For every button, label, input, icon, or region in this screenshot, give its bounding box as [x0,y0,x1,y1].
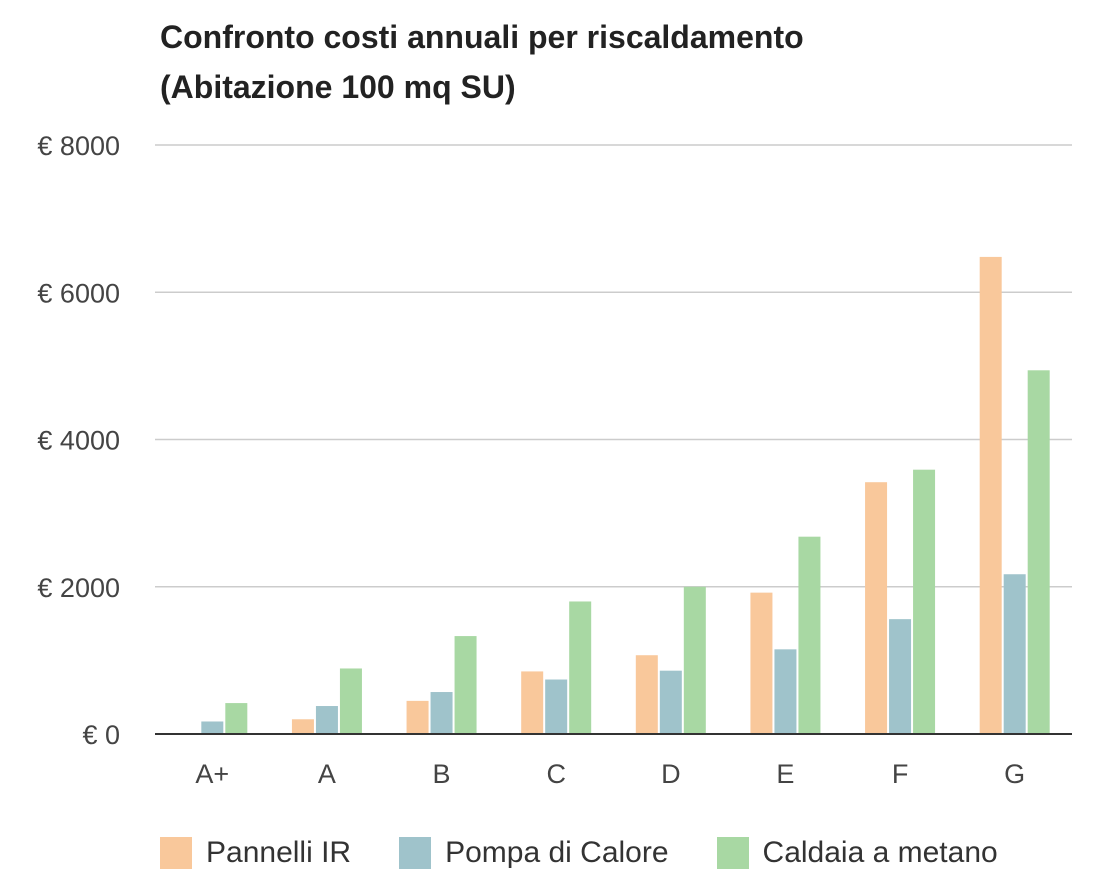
x-tick-label: C [546,759,566,789]
x-tick-label: A [318,759,336,789]
bar-B-caldaia-a-metano [454,636,477,734]
bar-D-pannelli-ir [635,655,658,734]
chart-title-line-1: Confronto costi annuali per riscaldament… [160,19,804,55]
chart-title-line-2: (Abitazione 100 mq SU) [160,69,516,105]
bar-C-pompa-di-calore [545,679,568,734]
y-tick-label: € 4000 [37,426,120,456]
x-tick-label: B [433,759,451,789]
bar-B-pannelli-ir [406,700,429,734]
y-tick-label: € 8000 [37,131,120,161]
x-tick-label: D [661,759,681,789]
bars [201,256,1050,734]
bar-F-pannelli-ir [865,482,888,734]
bar-A-pannelli-ir [291,719,314,734]
bar-E-pompa-di-calore [774,649,797,734]
legend: Pannelli IR Pompa di Calore Caldaia a meta… [160,828,998,878]
y-axis-tick-labels: € 0 € 2000 € 4000 € 6000 € 8000 [37,131,120,750]
x-tick-label: F [892,759,909,789]
chart-title: Confronto costi annuali per riscaldament… [160,12,1080,112]
legend-swatch [399,837,432,869]
bar-C-pannelli-ir [521,671,544,734]
bar-G-pompa-di-calore [1003,574,1026,734]
legend-item: Pompa di Calore [399,836,669,870]
legend-label: Pompa di Calore [445,836,669,869]
bar-F-caldaia-a-metano [913,469,936,734]
x-axis-tick-labels: A+ A B C D E F G [195,759,1025,789]
legend-item: Pannelli IR [160,836,351,870]
legend-swatch [160,837,192,869]
bar-B-pompa-di-calore [430,692,453,734]
y-tick-label: € 6000 [37,278,120,308]
y-tick-label: € 0 [82,720,120,750]
bar-A+-caldaia-a-metano [225,703,248,734]
bar-A-caldaia-a-metano [339,668,362,734]
bar-D-caldaia-a-metano [683,586,706,734]
bar-A-pompa-di-calore [315,706,338,734]
bar-E-caldaia-a-metano [798,536,821,734]
bar-C-caldaia-a-metano [569,601,592,734]
bar-F-pompa-di-calore [889,619,912,734]
legend-swatch [716,837,749,869]
bar-G-caldaia-a-metano [1027,370,1050,734]
legend-label: Pannelli IR [206,836,352,869]
x-tick-label: G [1004,759,1025,789]
x-tick-label: E [776,759,794,789]
bar-D-pompa-di-calore [659,670,682,734]
x-tick-label: A+ [195,759,229,789]
bar-E-pannelli-ir [750,592,773,734]
legend-label: Caldaia a metano [762,836,998,869]
bar-G-pannelli-ir [979,256,1002,734]
legend-item: Caldaia a metano [716,836,998,870]
bar-A+-pompa-di-calore [201,721,224,734]
y-tick-label: € 2000 [37,573,120,603]
